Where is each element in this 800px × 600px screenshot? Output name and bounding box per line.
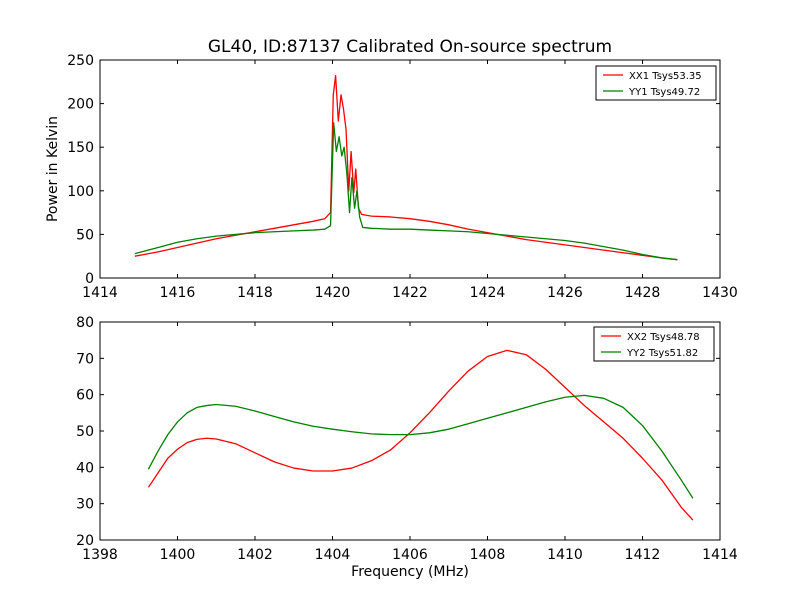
bottom-x-tick-label: 1404: [315, 547, 351, 563]
top-legend-label-yy1: YY1 Tsys49.72: [628, 87, 700, 98]
bottom-y-tick-label: 80: [76, 315, 94, 331]
bottom-panel: Frequency (MHz) 1398 1400 1402 1404 1406 1408…: [76, 315, 738, 580]
top-series-line-2: [134, 122, 678, 261]
top-x-tick-label: 1424: [470, 285, 506, 301]
bottom-y-tick-label: 30: [76, 497, 94, 513]
bottom-x-tick-label: 1410: [547, 547, 583, 563]
y-axis-label-top: Power in Kelvin: [45, 116, 61, 222]
top-legend-box: [595, 65, 717, 101]
top-x-tick-label: 1414: [82, 285, 118, 301]
bottom-y-tick-label: 60: [76, 388, 94, 404]
top-x-tick-label: 1420: [315, 285, 351, 301]
top-y-tick-label: 150: [67, 140, 94, 156]
top-ticks-group: 1414 1416 1418 1420 1422 1424 1426 1428 1430 0 50 1…: [67, 53, 738, 301]
bottom-ticks-group: 1398 1400 1402 1404 1406 1408 1410 1412 1414 20 30…: [76, 315, 738, 563]
top-x-tick-label: 1426: [547, 285, 583, 301]
top-y-tick-label: 200: [67, 97, 94, 113]
bottom-x-tick-label: 1402: [237, 547, 273, 563]
bottom-y-tick-label: 50: [76, 424, 94, 440]
top-y-tick-label: 0: [85, 271, 94, 287]
top-x-tick-label: 1418: [237, 285, 273, 301]
bottom-legend-label-xx2: XX2 Tsys48.78: [627, 332, 700, 343]
top-x-tick-label: 1430: [702, 285, 738, 301]
bottom-x-tick-label: 1400: [160, 547, 196, 563]
bottom-legend-label-yy2: YY2 Tsys51.82: [626, 348, 698, 359]
bottom-series-line-2: [147, 394, 694, 499]
top-y-tick-label: 100: [67, 184, 94, 200]
bottom-y-tick-label: 70: [76, 351, 94, 367]
bottom-legend-box: [593, 326, 715, 362]
top-x-tick-label: 1428: [625, 285, 661, 301]
bottom-x-tick-label: 1414: [702, 547, 738, 563]
top-y-tick-label: 250: [67, 53, 94, 69]
bottom-y-tick-label: 20: [76, 533, 94, 549]
top-x-tick-label: 1416: [160, 285, 196, 301]
top-legend: XX1 Tsys53.35 YY1 Tsys49.72: [595, 65, 717, 101]
top-y-tick-label: 50: [76, 227, 94, 243]
bottom-x-tick-label: 1406: [392, 547, 428, 563]
bottom-x-tick-label: 1398: [82, 547, 118, 563]
bottom-legend: XX2 Tsys48.78 YY2 Tsys51.82: [593, 326, 715, 362]
top-legend-label-xx1: XX1 Tsys53.35: [629, 71, 702, 82]
bottom-x-tick-label: 1408: [470, 547, 506, 563]
bottom-series-group: [147, 349, 694, 521]
chart-title: GL40, ID:87137 Calibrated On-source spec…: [208, 37, 612, 57]
top-panel: GL40, ID:87137 Calibrated On-source spec…: [45, 37, 738, 301]
top-series-group: [134, 75, 678, 261]
x-axis-label-bottom: Frequency (MHz): [351, 564, 469, 580]
bottom-x-tick-label: 1412: [625, 547, 661, 563]
bottom-y-tick-label: 40: [76, 460, 94, 476]
top-series-line-1: [134, 75, 678, 261]
top-x-tick-label: 1422: [392, 285, 428, 301]
bottom-series-line-1: [147, 349, 694, 521]
